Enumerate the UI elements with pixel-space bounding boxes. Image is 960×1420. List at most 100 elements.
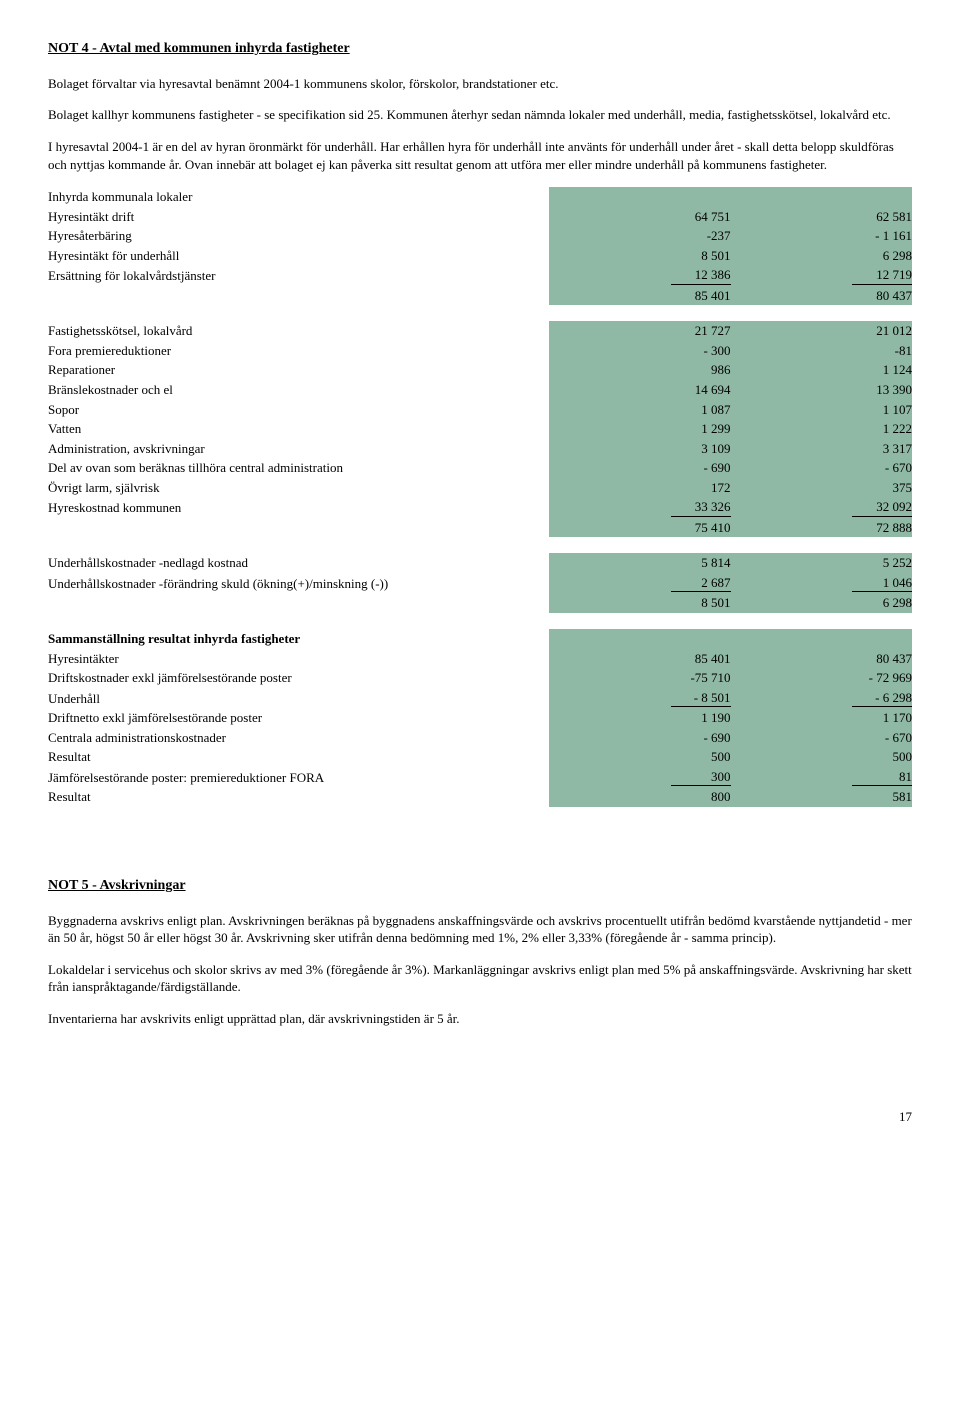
- row-value-col2: 21 012: [731, 321, 912, 341]
- section-heading: Inhyrda kommunala lokaler: [48, 187, 549, 207]
- row-value-col2: 581: [731, 787, 912, 807]
- table-row: Reparationer9861 124: [48, 360, 912, 380]
- table-row: Del av ovan som beräknas tillhöra centra…: [48, 458, 912, 478]
- row-label: [48, 286, 549, 306]
- note4-title: NOT 4 - Avtal med kommunen inhyrda fasti…: [48, 40, 912, 59]
- row-label: Fora premiereduktioner: [48, 341, 549, 361]
- note4-para3: I hyresavtal 2004-1 är en del av hyran ö…: [48, 138, 912, 173]
- table-row: Centrala administrationskostnader- 690- …: [48, 728, 912, 748]
- table-row: Jämförelsestörande poster: premieredukti…: [48, 767, 912, 788]
- row-value-col1: 33 326: [549, 497, 730, 518]
- row-value-col1: 3 109: [549, 439, 730, 459]
- row-value-col2: 13 390: [731, 380, 912, 400]
- row-value-col1: 12 386: [549, 265, 730, 286]
- row-value-col1: 2 687: [549, 573, 730, 594]
- row-value-col1: - 690: [549, 458, 730, 478]
- table-row: 8 5016 298: [48, 593, 912, 613]
- note4-para1: Bolaget förvaltar via hyresavtal benämnt…: [48, 75, 912, 93]
- row-value-col2: -81: [731, 341, 912, 361]
- row-value-col1: 800: [549, 787, 730, 807]
- row-value-col1: - 300: [549, 341, 730, 361]
- row-value-col2: 6 298: [731, 246, 912, 266]
- row-label: Resultat: [48, 787, 549, 807]
- row-label: Hyresåterbäring: [48, 226, 549, 246]
- table-row: Hyresåterbäring-237- 1 161: [48, 226, 912, 246]
- row-value-col2: 375: [731, 478, 912, 498]
- row-value-col2: - 670: [731, 728, 912, 748]
- note5-para2: Lokaldelar i servicehus och skolor skriv…: [48, 961, 912, 996]
- row-value-col2: 12 719: [731, 265, 912, 286]
- row-value-col2: 80 437: [731, 286, 912, 306]
- table-row: Hyresintäkter85 40180 437: [48, 649, 912, 669]
- note5-title: NOT 5 - Avskrivningar: [48, 877, 912, 896]
- row-label: Jämförelsestörande poster: premieredukti…: [48, 767, 549, 788]
- row-label: Fastighetsskötsel, lokalvård: [48, 321, 549, 341]
- row-value-col1: 75 410: [549, 518, 730, 538]
- row-label: Hyresintäkt för underhåll: [48, 246, 549, 266]
- row-value-col2: 1 107: [731, 400, 912, 420]
- row-value-col1: 85 401: [549, 286, 730, 306]
- note4-para2: Bolaget kallhyr kommunens fastigheter - …: [48, 106, 912, 124]
- row-label: Driftskostnader exkl jämförelsestörande …: [48, 668, 549, 688]
- note5-para1: Byggnaderna avskrivs enligt plan. Avskri…: [48, 912, 912, 947]
- table-row: Hyresintäkt drift64 75162 581: [48, 207, 912, 227]
- row-label: Administration, avskrivningar: [48, 439, 549, 459]
- note5-para3: Inventarierna har avskrivits enligt uppr…: [48, 1010, 912, 1028]
- row-value-col2: 1 046: [731, 573, 912, 594]
- page-number: 17: [48, 1108, 912, 1126]
- row-value-col2: 3 317: [731, 439, 912, 459]
- row-label: Centrala administrationskostnader: [48, 728, 549, 748]
- row-label: Bränslekostnader och el: [48, 380, 549, 400]
- row-label: [48, 518, 549, 538]
- row-value-col2: - 670: [731, 458, 912, 478]
- table-row: Övrigt larm, självrisk172375: [48, 478, 912, 498]
- row-label: Hyreskostnad kommunen: [48, 497, 549, 518]
- row-value-col2: - 1 161: [731, 226, 912, 246]
- table-row: Driftnetto exkl jämförelsestörande poste…: [48, 708, 912, 728]
- row-value-col2: 1 170: [731, 708, 912, 728]
- table-row: Bränslekostnader och el14 69413 390: [48, 380, 912, 400]
- table-row: Ersättning för lokalvårdstjänster12 3861…: [48, 265, 912, 286]
- row-label: Hyresintäkt drift: [48, 207, 549, 227]
- table-row: Driftskostnader exkl jämförelsestörande …: [48, 668, 912, 688]
- row-value-col1: 500: [549, 747, 730, 767]
- row-value-col1: 85 401: [549, 649, 730, 669]
- table-row: 85 40180 437: [48, 286, 912, 306]
- row-label: Ersättning för lokalvårdstjänster: [48, 265, 549, 286]
- section-heading: Sammanställning resultat inhyrda fastigh…: [48, 629, 549, 649]
- row-label: Resultat: [48, 747, 549, 767]
- row-value-col2: 1 222: [731, 419, 912, 439]
- row-value-col1: 5 814: [549, 553, 730, 573]
- row-label: [48, 593, 549, 613]
- row-value-col1: 14 694: [549, 380, 730, 400]
- row-label: Hyresintäkter: [48, 649, 549, 669]
- row-value-col2: 62 581: [731, 207, 912, 227]
- row-value-col1: 8 501: [549, 246, 730, 266]
- row-label: Underhållskostnader -nedlagd kostnad: [48, 553, 549, 573]
- row-label: Övrigt larm, självrisk: [48, 478, 549, 498]
- row-value-col2: 6 298: [731, 593, 912, 613]
- table-row: Fastighetsskötsel, lokalvård21 72721 012: [48, 321, 912, 341]
- row-value-col1: 1 087: [549, 400, 730, 420]
- row-label: Sopor: [48, 400, 549, 420]
- row-label: Del av ovan som beräknas tillhöra centra…: [48, 458, 549, 478]
- table-row: Sopor1 0871 107: [48, 400, 912, 420]
- table-row: Resultat800581: [48, 787, 912, 807]
- row-value-col1: 8 501: [549, 593, 730, 613]
- table-row: Resultat500500: [48, 747, 912, 767]
- row-label: Vatten: [48, 419, 549, 439]
- row-value-col2: 1 124: [731, 360, 912, 380]
- table-row: Underhåll- 8 501- 6 298: [48, 688, 912, 709]
- row-label: Underhåll: [48, 688, 549, 709]
- table-row: Hyreskostnad kommunen33 32632 092: [48, 497, 912, 518]
- row-value-col1: 1 190: [549, 708, 730, 728]
- row-value-col1: -237: [549, 226, 730, 246]
- row-value-col1: 64 751: [549, 207, 730, 227]
- row-label: Underhållskostnader -förändring skuld (ö…: [48, 573, 549, 594]
- table-row: Hyresintäkt för underhåll8 5016 298: [48, 246, 912, 266]
- table-row: Fora premiereduktioner- 300-81: [48, 341, 912, 361]
- row-value-col2: 500: [731, 747, 912, 767]
- row-value-col1: 986: [549, 360, 730, 380]
- table-row: Underhållskostnader -nedlagd kostnad5 81…: [48, 553, 912, 573]
- row-value-col2: 80 437: [731, 649, 912, 669]
